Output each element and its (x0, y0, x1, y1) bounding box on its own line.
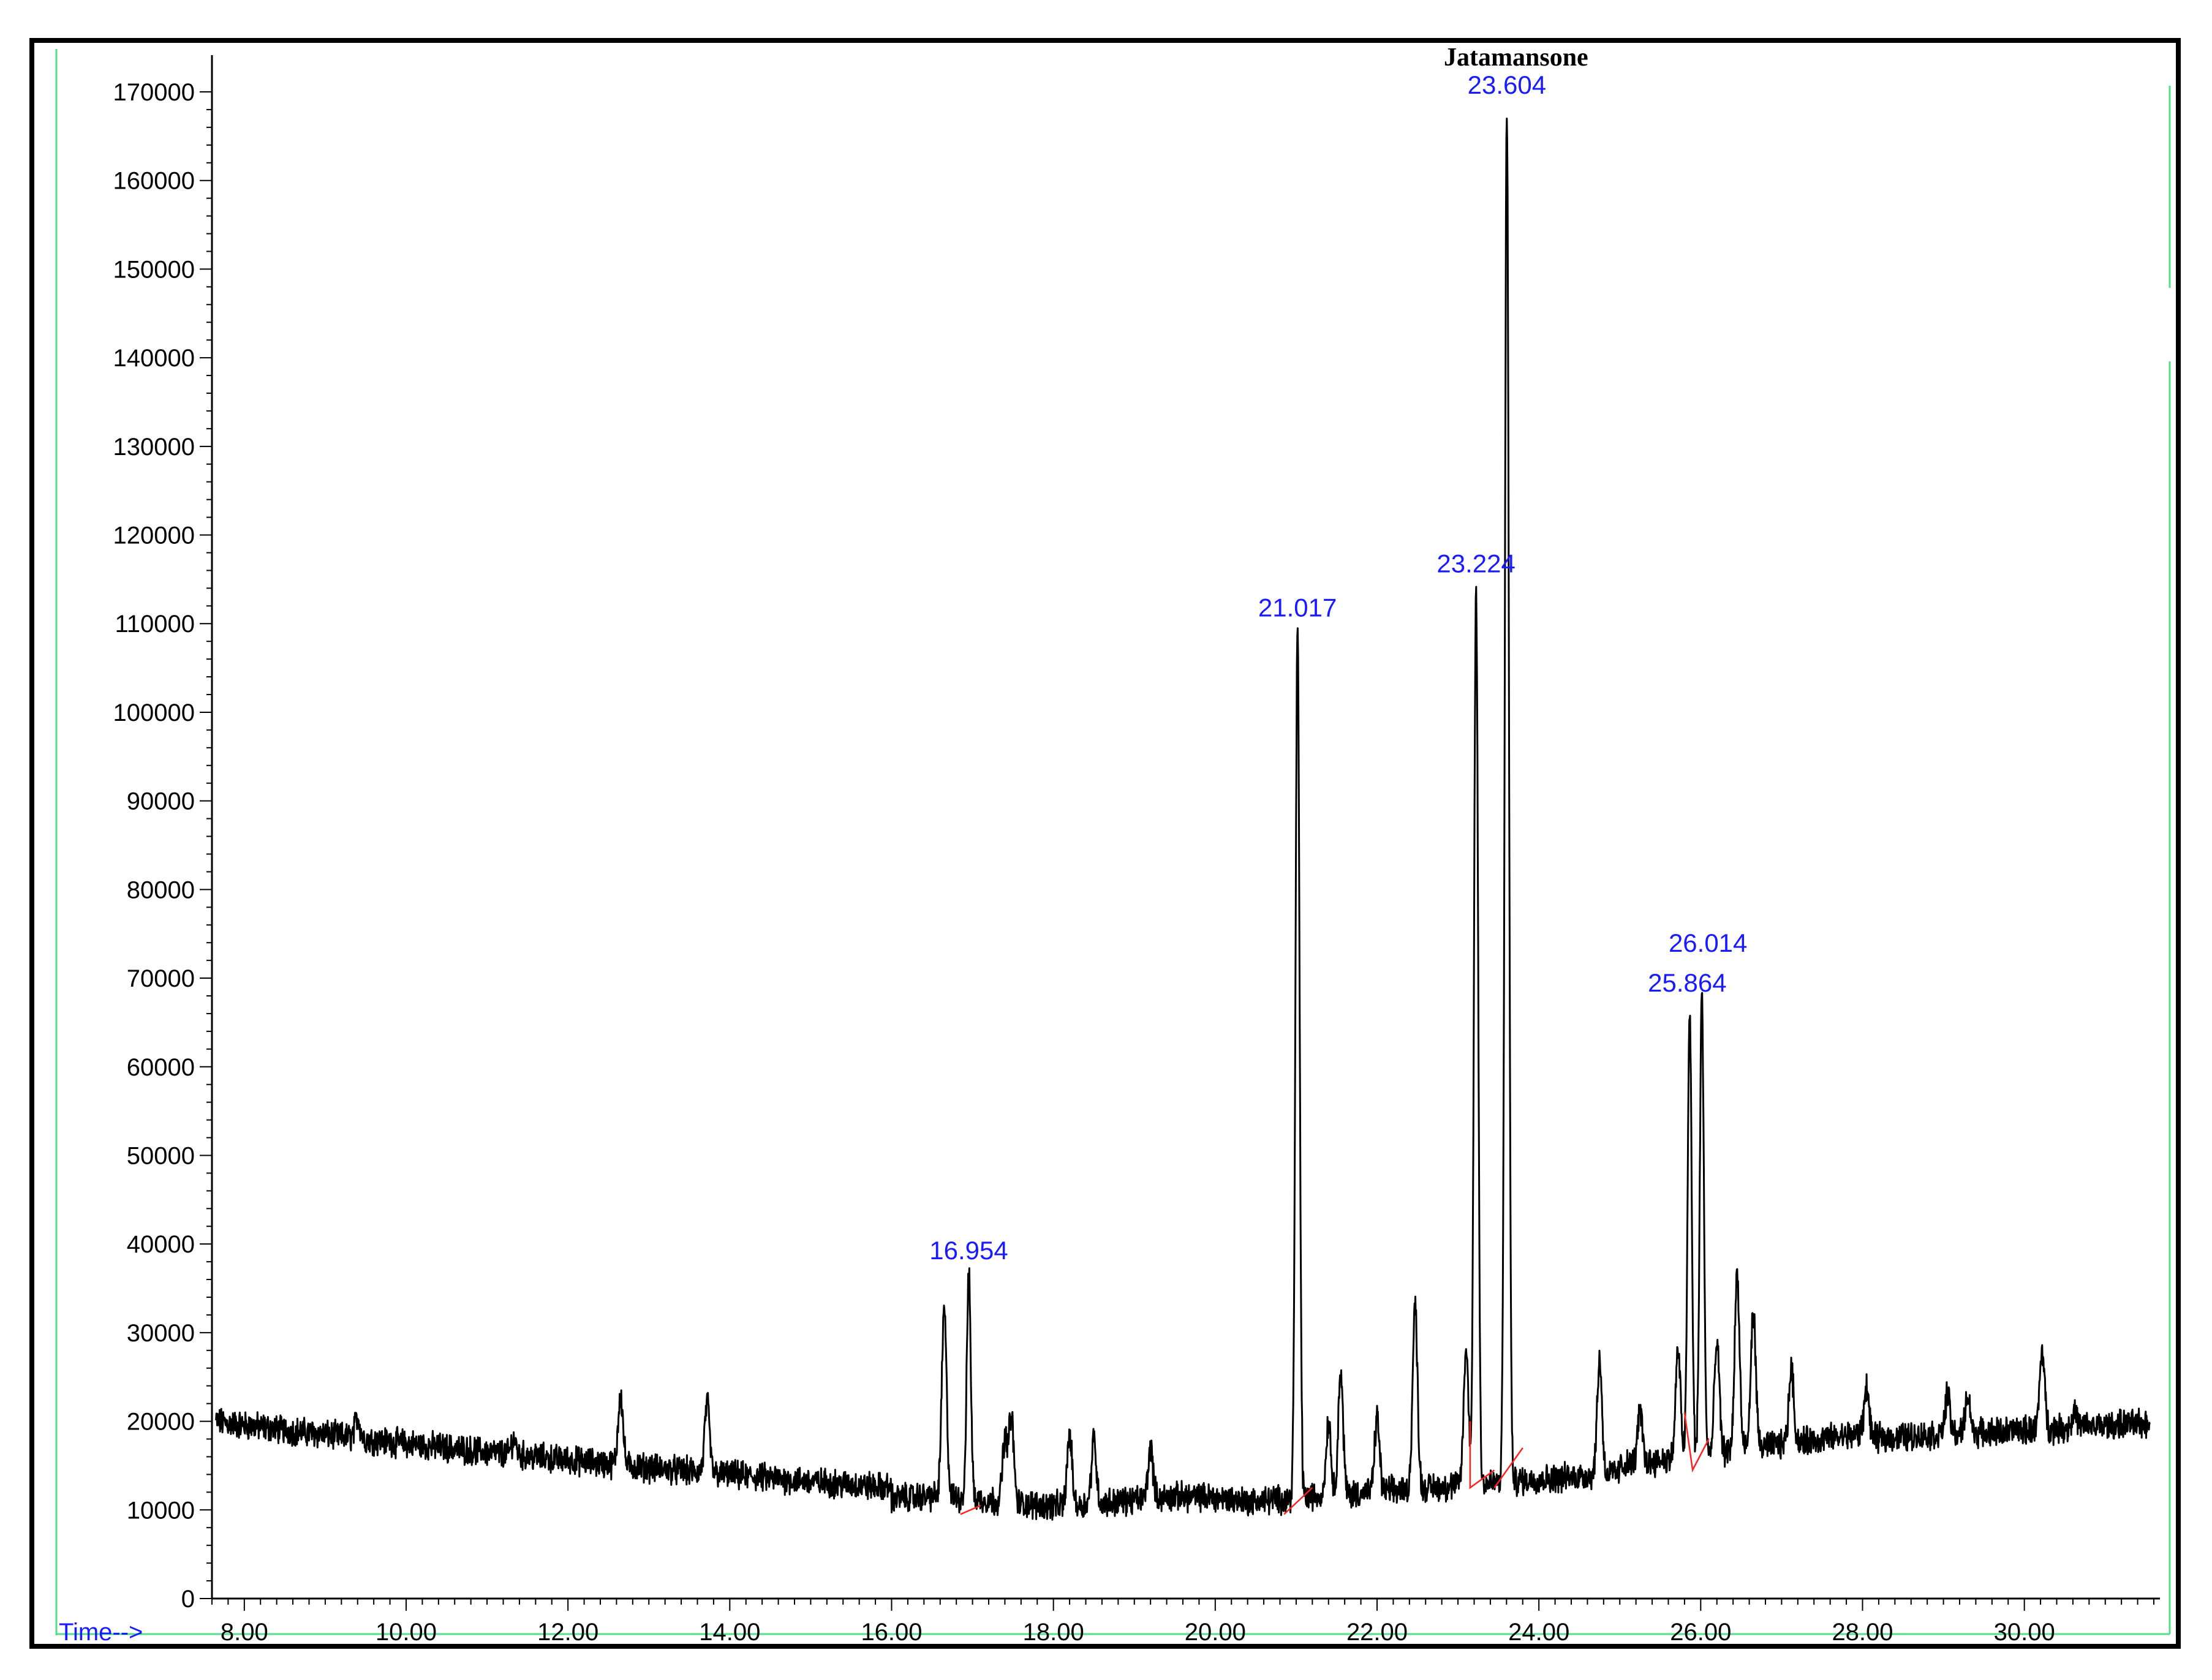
x-tick-label: 14.00 (699, 1619, 760, 1644)
y-tick-label: 120000 (113, 522, 195, 549)
y-tick-label: 140000 (113, 345, 195, 372)
x-tick-label: 8.00 (221, 1619, 268, 1644)
y-tick-label: 100000 (113, 699, 195, 726)
x-tick-label: 10.00 (376, 1619, 437, 1644)
y-tick-label: 160000 (113, 168, 195, 195)
x-tick-label: 26.00 (1670, 1619, 1731, 1644)
y-tick-label: 40000 (127, 1231, 195, 1258)
x-tick-label: 20.00 (1185, 1619, 1246, 1644)
y-tick-label: 150000 (113, 256, 195, 283)
y-tick-label: 30000 (127, 1320, 195, 1347)
peak-baselines (960, 1412, 1710, 1515)
chromatogram-trace (215, 118, 2151, 1521)
peak-label: 21.017 (1258, 593, 1337, 622)
x-tick-label: 12.00 (537, 1619, 598, 1644)
y-axis: 0 10000 20000 30000 40000 50000 60000 70000 8000… (113, 55, 213, 1613)
integration-baseline (1283, 1487, 1313, 1515)
y-tick-label: 50000 (127, 1142, 195, 1169)
y-tick-label: 170000 (113, 79, 195, 106)
compound-annotation: Jatamansone (1444, 43, 1588, 72)
chart-frame: 0 10000 20000 30000 40000 50000 60000 70000 8000… (29, 38, 2181, 1649)
y-tick-label: 110000 (115, 611, 195, 638)
x-tick-label: 28.00 (1832, 1619, 1893, 1644)
x-axis-label: Time--> (59, 1619, 143, 1644)
x-tick-label: 22.00 (1346, 1619, 1408, 1644)
y-tick-label: 80000 (127, 876, 195, 903)
chromatogram-chart: 0 10000 20000 30000 40000 50000 60000 70000 8000… (55, 43, 2171, 1644)
y-tick-label: 20000 (127, 1409, 195, 1436)
peak-labels: 16.954 21.017 23.224 23.604 25.864 26.014 (929, 70, 1747, 1265)
peak-label: 16.954 (929, 1236, 1008, 1265)
peak-label: 25.864 (1648, 968, 1726, 997)
peak-label: 26.014 (1669, 929, 1747, 957)
integration-baseline (1493, 1447, 1523, 1488)
y-tick-label: 70000 (127, 965, 195, 992)
peak-label: 23.224 (1436, 549, 1515, 578)
frame-accent-lines (55, 49, 2171, 1635)
y-tick-label: 90000 (127, 788, 195, 815)
integration-baseline (1469, 1421, 1495, 1490)
x-tick-label: 16.00 (861, 1619, 922, 1644)
peak-label: 23.604 (1468, 70, 1546, 99)
integration-baseline (1683, 1412, 1710, 1473)
x-tick-label: 24.00 (1508, 1619, 1569, 1644)
x-tick-label: 30.00 (1994, 1619, 2055, 1644)
y-tick-label: 130000 (113, 434, 195, 461)
y-tick-label: 10000 (127, 1497, 195, 1524)
y-tick-label: 0 (181, 1586, 195, 1613)
integration-baseline (960, 1504, 981, 1515)
x-tick-label: 18.00 (1023, 1619, 1084, 1644)
x-axis: 8.00 10.00 12.00 14.00 16.00 18.00 20.00 22.00 2… (211, 1597, 2160, 1644)
y-tick-label: 60000 (127, 1054, 195, 1081)
